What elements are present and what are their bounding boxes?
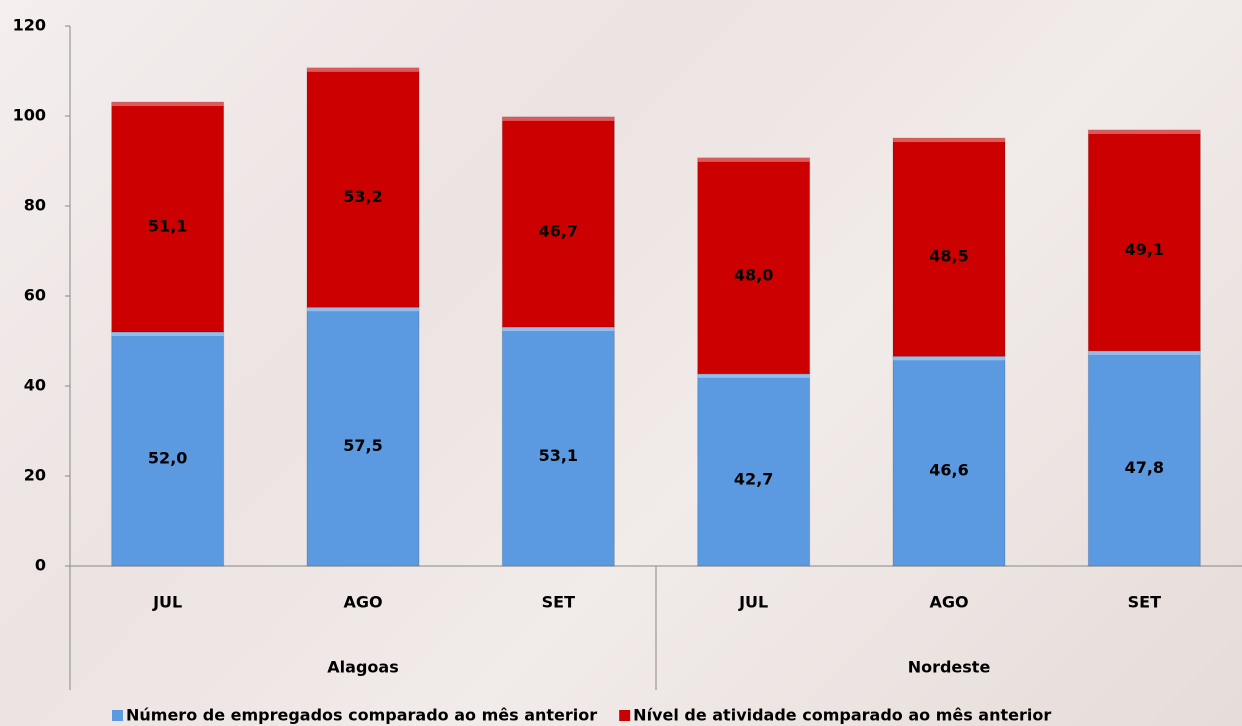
bar-highlight [893, 138, 1005, 143]
y-tick-label: 100 [13, 106, 46, 125]
data-label: 57,5 [343, 436, 382, 455]
bar-highlight [307, 67, 419, 72]
group-label: Nordeste [908, 658, 991, 677]
data-label: 48,0 [734, 265, 773, 284]
data-label: 49,1 [1125, 240, 1164, 259]
data-label: 48,5 [929, 247, 968, 266]
bar-highlight [111, 332, 224, 336]
bar-segment [1087, 129, 1201, 352]
bar-segment [306, 306, 420, 567]
data-label: 46,6 [929, 461, 968, 480]
x-tick-label: SET [542, 593, 575, 612]
x-tick-label: AGO [343, 593, 382, 612]
bar-segment [892, 137, 1006, 357]
x-tick-label: SET [1128, 593, 1161, 612]
bar-highlight [1088, 350, 1201, 355]
data-label: 52,0 [148, 449, 187, 468]
bar-highlight [502, 327, 615, 332]
bar-segment [111, 331, 225, 567]
y-tick-label: 80 [24, 196, 46, 215]
legend-label: Nível de atividade comparado ao mês ante… [633, 706, 1051, 725]
y-tick-label: 40 [24, 376, 46, 395]
data-label: 42,7 [734, 469, 773, 488]
x-tick-label: JUL [152, 593, 182, 612]
data-label: 51,1 [148, 217, 187, 236]
x-tick-label: AGO [929, 593, 968, 612]
data-label: 46,7 [539, 221, 578, 240]
bar-segment [306, 67, 420, 308]
y-tick-label: 60 [24, 286, 46, 305]
data-label: 53,1 [539, 446, 578, 465]
legend-swatch [112, 710, 123, 721]
y-tick-label: 0 [35, 556, 46, 575]
data-label: 53,2 [343, 187, 382, 206]
bar-highlight [697, 157, 810, 162]
x-tick-label: JUL [738, 593, 768, 612]
data-label: 47,8 [1125, 458, 1164, 477]
y-tick-label: 120 [13, 16, 46, 35]
y-tick-label: 20 [24, 466, 46, 485]
group-label: Alagoas [327, 658, 398, 677]
legend-swatch [619, 710, 631, 721]
bar-segment [501, 326, 615, 567]
bar-highlight [697, 373, 810, 378]
bar-highlight [307, 307, 419, 312]
bar-segment [501, 116, 615, 328]
bar-segment [1087, 350, 1201, 567]
bar-segment [892, 355, 1006, 567]
bar-highlight [1088, 129, 1201, 134]
bar-highlight [111, 102, 224, 107]
legend-label: Número de empregados comparado ao mês an… [126, 706, 597, 725]
bar-segment [697, 157, 811, 375]
bar-highlight [502, 116, 615, 121]
bar-segment [111, 101, 225, 333]
bar-highlight [893, 356, 1005, 361]
